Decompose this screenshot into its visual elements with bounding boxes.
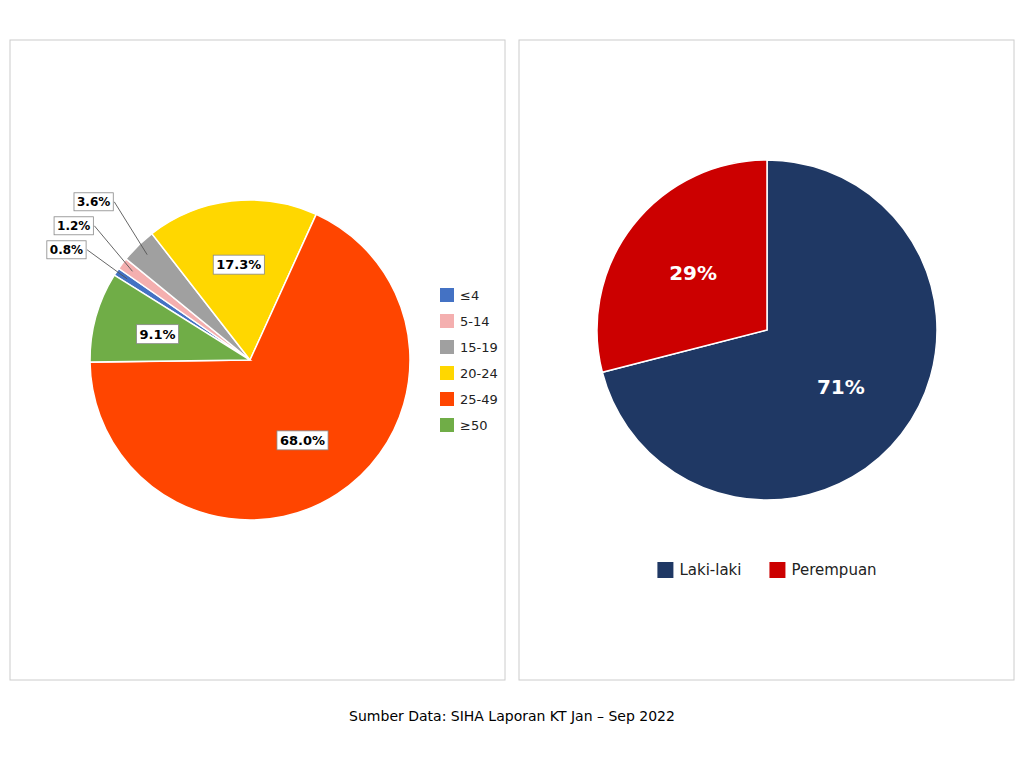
legend-swatch: [440, 340, 454, 354]
chart-root: 0.8% 1.2% 3.6% 17.3% 68.0% 9.1% ≤4 5-14 15-19 20-…: [0, 0, 1024, 768]
pie: [90, 200, 410, 520]
legend-swatch: [440, 288, 454, 302]
legend-swatch: [769, 562, 785, 578]
data-label-box: [277, 431, 328, 450]
data-label-box: [74, 193, 113, 211]
data-label-group: 3.6%: [74, 193, 113, 211]
legend-swatch: [440, 366, 454, 380]
legend-entry: Laki-laki: [679, 561, 741, 579]
panel-frame: [519, 40, 1014, 680]
data-label-box: [47, 241, 86, 259]
legend-entry: ≥50: [460, 418, 487, 433]
legend-entry: ≤4: [460, 288, 479, 303]
data-label: 71%: [817, 375, 865, 399]
data-label: 1.2%: [57, 219, 90, 233]
legend-swatch: [440, 392, 454, 406]
panel-frame: [10, 40, 505, 680]
pie: [597, 160, 937, 500]
legend: Laki-laki Perempuan: [657, 561, 876, 579]
data-label-group: 0.8%: [47, 241, 86, 259]
data-label-box: [54, 217, 93, 235]
leader-line: [87, 250, 127, 279]
data-label-group: 9.1%: [137, 325, 179, 344]
pie-slice: [90, 214, 410, 520]
legend: ≤4 5-14 15-19 20-24 25-49 ≥50: [440, 288, 498, 433]
data-label-box: [137, 325, 179, 344]
leader-line: [94, 226, 132, 272]
legend-swatch: [440, 418, 454, 432]
data-label: 68.0%: [280, 433, 325, 448]
legend-entry: 15-19: [460, 340, 498, 355]
data-label: 9.1%: [140, 327, 176, 342]
legend-entry: 20-24: [460, 366, 498, 381]
pie-slice: [90, 275, 250, 362]
legend-entry: 5-14: [460, 314, 490, 329]
legend-entry: Perempuan: [791, 561, 876, 579]
legend-swatch: [657, 562, 673, 578]
legend-swatch: [440, 314, 454, 328]
data-labels: 71% 29%: [669, 261, 865, 400]
data-label: 17.3%: [216, 257, 261, 272]
data-label: 29%: [669, 261, 717, 285]
source-note: Sumber Data: SIHA Laporan KT Jan – Sep 2…: [349, 708, 675, 724]
data-label-group: 17.3%: [213, 255, 264, 274]
legend-entry: 25-49: [460, 392, 498, 407]
pie-slice: [597, 160, 767, 372]
data-label-box: [213, 255, 264, 274]
leader-line: [114, 202, 147, 255]
data-label: 0.8%: [50, 243, 83, 257]
data-label-group: 1.2%: [54, 217, 93, 235]
data-labels: 0.8% 1.2% 3.6% 17.3% 68.0% 9.1%: [47, 193, 328, 450]
data-label-group: 68.0%: [277, 431, 328, 450]
data-label: 3.6%: [77, 195, 110, 209]
